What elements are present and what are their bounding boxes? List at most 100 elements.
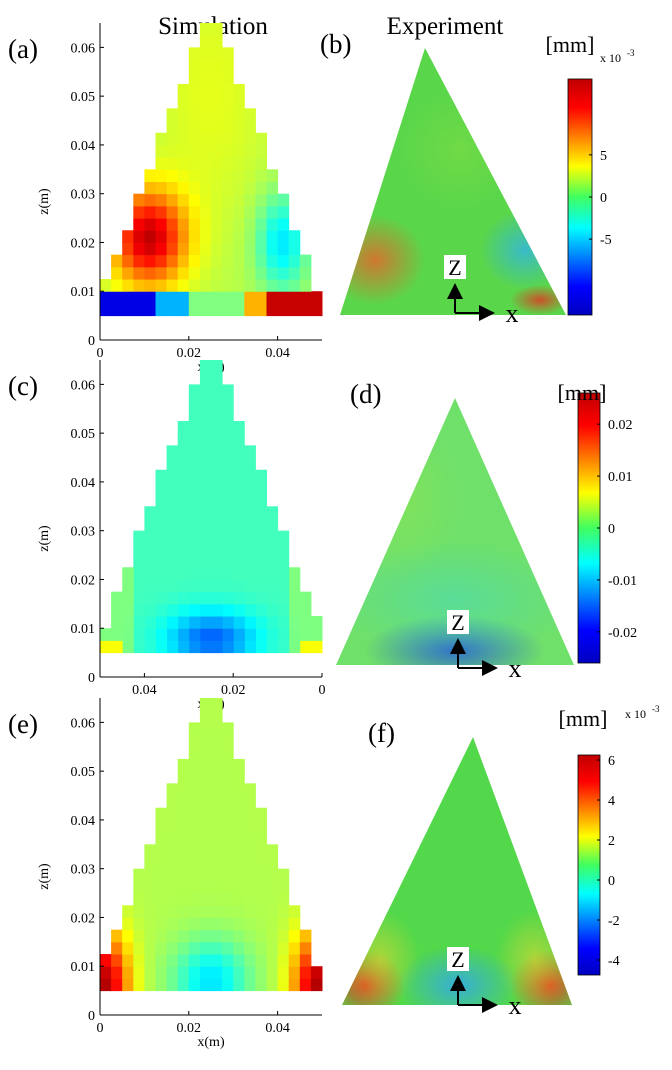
heatmap-cell	[255, 591, 267, 605]
heatmap-cell	[222, 469, 234, 483]
heatmap-cell	[199, 734, 212, 748]
heatmap-cell	[100, 640, 112, 654]
heatmap-cell	[310, 616, 323, 629]
heatmap-cell	[211, 929, 223, 943]
heatmap-cell	[255, 481, 267, 495]
heatmap-cell	[188, 303, 201, 317]
heatmap-cell	[233, 771, 245, 784]
heatmap-cell	[277, 868, 290, 882]
heatmap-cell	[199, 880, 212, 894]
colorbar-tick-label: 0	[608, 874, 615, 889]
heatmap-cell	[222, 616, 234, 629]
heatmap-cell	[199, 71, 212, 85]
heatmap-cell	[266, 966, 279, 979]
heatmap-cell	[233, 445, 245, 459]
heatmap-cell	[244, 603, 256, 617]
heatmap-cell	[155, 628, 168, 641]
heatmap-cell	[211, 384, 223, 398]
heatmap-cell	[211, 603, 223, 617]
heatmap-cell	[155, 291, 168, 304]
heatmap-cell	[166, 807, 179, 821]
heatmap-cell	[211, 746, 223, 760]
heatmap-cell	[233, 555, 245, 568]
heatmap-cell	[211, 445, 223, 459]
heatmap-cell	[166, 120, 179, 134]
y-tick-label: 0.01	[71, 285, 96, 300]
heatmap-cell	[177, 108, 190, 122]
heatmap-cell	[255, 506, 267, 519]
heatmap-cell	[277, 628, 290, 641]
heatmap-cell	[211, 640, 223, 654]
heatmap-cell	[122, 230, 134, 243]
heatmap-cell	[133, 193, 145, 207]
heatmap-cell	[255, 157, 267, 170]
heatmap-cell	[277, 193, 290, 207]
heatmap-cell	[288, 303, 301, 317]
colorbar-tick-label: 0	[600, 191, 607, 206]
heatmap-cell	[166, 445, 179, 459]
heatmap-cell	[177, 157, 190, 170]
heatmap-cell	[155, 978, 168, 992]
heatmap-cell	[266, 303, 279, 317]
heatmap-cell	[144, 518, 156, 532]
heatmap-cell	[233, 494, 245, 507]
heatmap-cell	[233, 530, 245, 544]
heatmap-cell	[255, 555, 267, 568]
heatmap-cell	[133, 555, 145, 568]
heatmap-cell	[222, 783, 234, 797]
heatmap-cell	[211, 555, 223, 568]
heatmap-cell	[244, 844, 256, 857]
heatmap-cell	[188, 640, 201, 654]
heatmap-cell	[211, 96, 223, 109]
heatmap-cell	[188, 819, 201, 833]
heatmap-cell	[277, 591, 290, 605]
heatmap-cell	[133, 242, 145, 256]
heatmap-cell	[166, 518, 179, 532]
heatmap-cell	[310, 640, 323, 654]
heatmap-cell	[155, 494, 168, 507]
heatmap-cell	[155, 880, 168, 894]
heatmap-cell	[155, 530, 168, 544]
heatmap-cell	[244, 445, 256, 459]
heatmap-cell	[111, 603, 123, 617]
heatmap-cell	[166, 506, 179, 519]
heatmap-cell	[177, 303, 190, 317]
heatmap-cell	[211, 698, 223, 711]
heatmap-cell	[188, 807, 201, 821]
heatmap-cell	[211, 966, 223, 979]
heatmap-cell	[222, 917, 234, 931]
heatmap-cell	[233, 193, 245, 207]
heatmap-cell	[211, 71, 223, 85]
heatmap-cell	[211, 542, 223, 556]
heatmap-cell	[233, 279, 245, 292]
heatmap-cell	[299, 640, 312, 654]
heatmap-cell	[233, 457, 245, 471]
heatmap-cell	[144, 254, 156, 268]
heatmap-cell	[155, 555, 168, 568]
heatmap-cell	[199, 929, 212, 943]
y-tick-label: 0.03	[71, 525, 96, 540]
heatmap-cell	[199, 242, 212, 256]
heatmap-cell	[211, 722, 223, 736]
heatmap-cell	[188, 144, 201, 158]
heatmap-cell	[100, 954, 112, 967]
heatmap-cell	[222, 555, 234, 568]
colorbar-exponent: -3	[652, 704, 660, 714]
heatmap-cell	[166, 279, 179, 292]
x-axis-label: x(m)	[197, 1035, 225, 1050]
heatmap-cell	[111, 279, 123, 292]
heatmap-cell	[188, 905, 201, 918]
heatmap-cell	[244, 868, 256, 882]
x-tick-label: 0.02	[177, 346, 202, 361]
heatmap-cell	[177, 941, 190, 955]
heatmap-cell	[233, 96, 245, 109]
heatmap-cell	[188, 966, 201, 979]
heatmap-cell	[188, 832, 201, 845]
heatmap-cell	[211, 807, 223, 821]
heatmap-cell	[288, 966, 301, 979]
heatmap-cell	[177, 494, 190, 507]
heatmap-cell	[166, 530, 179, 544]
heatmap-cell	[277, 917, 290, 931]
heatmap-cell	[299, 591, 312, 605]
heatmap-cell	[155, 279, 168, 292]
